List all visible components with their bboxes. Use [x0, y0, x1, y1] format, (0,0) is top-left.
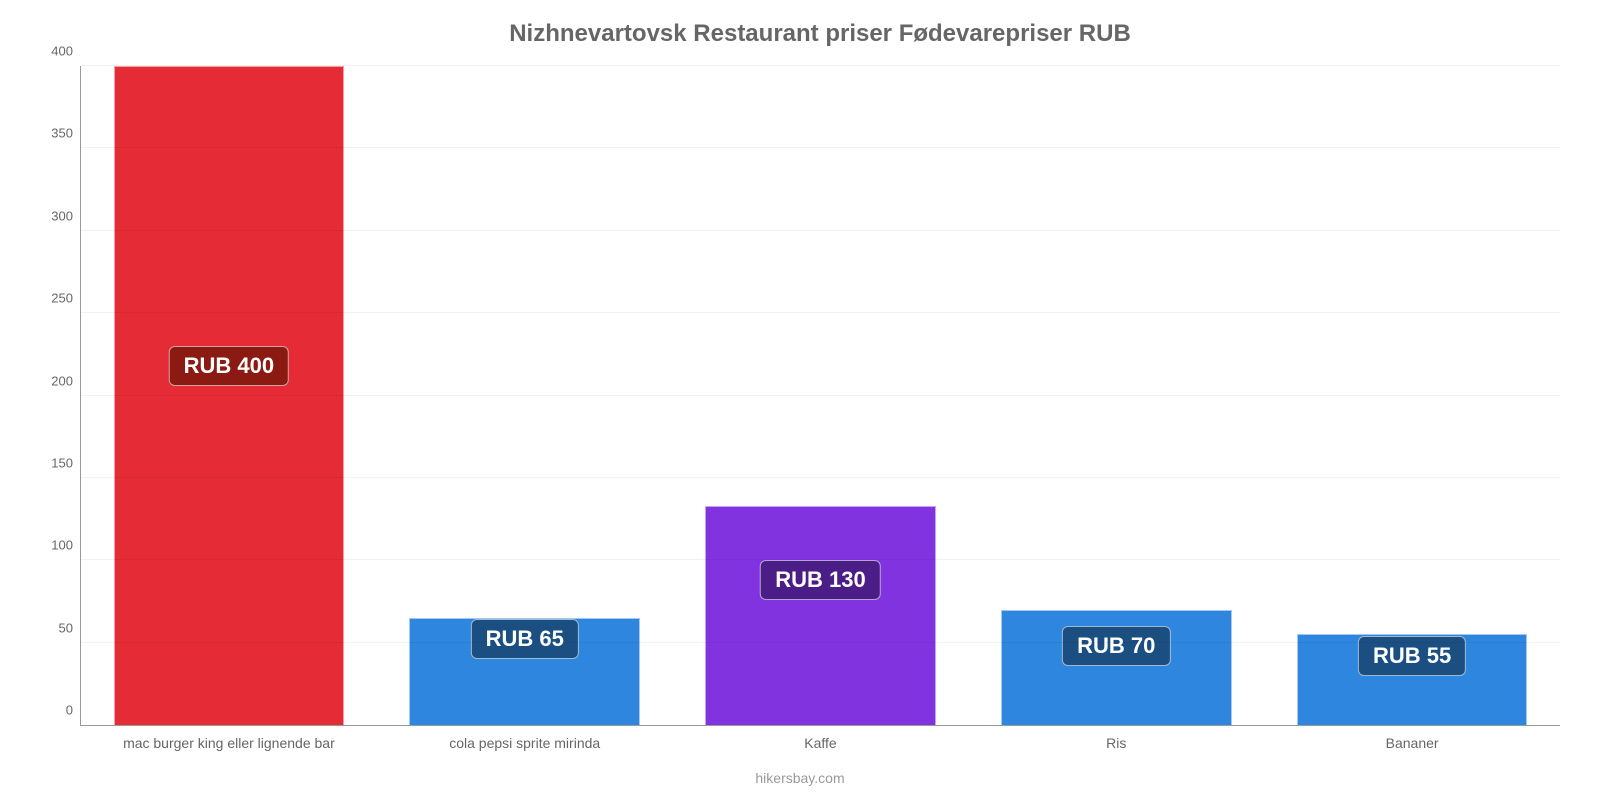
xtick-label: Bananer: [1116, 735, 1600, 751]
ytick-label: 200: [51, 373, 73, 388]
ytick-label: 150: [51, 455, 73, 470]
gridline: [81, 477, 1560, 478]
gridline: [81, 230, 1560, 231]
bar: [705, 506, 936, 725]
bar-slot: RUB 130Kaffe: [673, 66, 969, 725]
ytick-label: 0: [66, 703, 73, 718]
gridline: [81, 642, 1560, 643]
gridline: [81, 312, 1560, 313]
gridline: [81, 65, 1560, 66]
plot-area: RUB 400mac burger king eller lignende ba…: [80, 66, 1560, 726]
gridline: [81, 147, 1560, 148]
bar-slot: RUB 400mac burger king eller lignende ba…: [81, 66, 377, 725]
bar: [114, 66, 345, 725]
chart-container: Nizhnevartovsk Restaurant priser Fødevar…: [0, 0, 1600, 800]
chart-title: Nizhnevartovsk Restaurant priser Fødevar…: [80, 20, 1560, 48]
value-badge: RUB 400: [169, 346, 289, 386]
ytick-label: 400: [51, 44, 73, 59]
ytick-label: 250: [51, 291, 73, 306]
bar-slot: RUB 70Ris: [968, 66, 1264, 725]
ytick-label: 350: [51, 126, 73, 141]
value-badge: RUB 130: [760, 560, 880, 600]
bars-row: RUB 400mac burger king eller lignende ba…: [81, 66, 1560, 725]
value-badge: RUB 70: [1062, 626, 1170, 666]
bar-slot: RUB 55Bananer: [1264, 66, 1560, 725]
bar-slot: RUB 65cola pepsi sprite mirinda: [377, 66, 673, 725]
ytick-label: 300: [51, 208, 73, 223]
chart-attribution: hikersbay.com: [0, 770, 1600, 786]
gridline: [81, 559, 1560, 560]
value-badge: RUB 65: [471, 619, 579, 659]
gridline: [81, 395, 1560, 396]
ytick-label: 50: [59, 620, 73, 635]
ytick-label: 100: [51, 538, 73, 553]
